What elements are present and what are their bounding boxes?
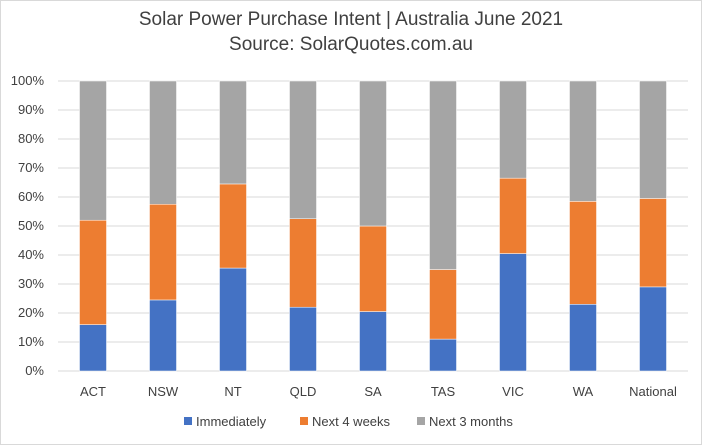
chart-title: Solar Power Purchase Intent | Australia … <box>138 9 564 30</box>
legend-swatch <box>417 417 425 425</box>
x-tick-label: SA <box>364 384 382 399</box>
legend-swatch <box>300 417 308 425</box>
bar-segment <box>79 324 107 372</box>
y-tick-label: 50% <box>18 218 44 233</box>
bar-segment <box>359 225 387 312</box>
bar-segment <box>499 80 527 179</box>
x-tick-label: WA <box>573 384 594 399</box>
bar-segment <box>79 80 107 221</box>
y-tick-label: 30% <box>18 276 44 291</box>
y-tick-label: 80% <box>18 131 44 146</box>
bar-segment <box>149 299 177 372</box>
bar-segment <box>219 267 247 372</box>
y-tick-label: 90% <box>18 102 44 117</box>
y-tick-label: 60% <box>18 189 44 204</box>
y-tick-label: 20% <box>18 305 44 320</box>
bar-segment <box>639 286 667 372</box>
bar-segment <box>499 177 527 254</box>
x-tick-label: NT <box>224 384 241 399</box>
bar-segment <box>149 204 177 301</box>
bar-segment <box>429 80 457 270</box>
bar-segment <box>289 218 317 308</box>
bar-segment <box>569 201 597 305</box>
y-axis-ticks: 0% 10% 20% 30% 40% 50% 60% 70% 80% 90% 100% <box>11 73 45 378</box>
bar-segment <box>569 304 597 372</box>
bar-segment <box>149 80 177 205</box>
y-tick-label: 70% <box>18 160 44 175</box>
bar-segment <box>639 80 667 199</box>
bar-segment <box>429 338 457 372</box>
bar-segment <box>639 198 667 288</box>
y-tick-label: 0% <box>25 363 44 378</box>
chart-subtitle: Source: SolarQuotes.com.au <box>229 34 473 55</box>
x-axis-ticks: ACT NSW NT QLD SA TAS VIC WA National <box>80 384 677 399</box>
x-tick-label: TAS <box>431 384 456 399</box>
y-tick-label: 100% <box>11 73 45 88</box>
y-tick-label: 40% <box>18 247 44 262</box>
x-tick-label: NSW <box>148 384 179 399</box>
x-tick-label: QLD <box>290 384 317 399</box>
bar-segment <box>219 80 247 185</box>
legend-label: Next 4 weeks <box>312 414 391 429</box>
legend-swatch <box>184 417 192 425</box>
bar-segment <box>289 306 317 372</box>
bar-segment <box>359 80 387 227</box>
bar-segment <box>79 219 107 325</box>
bar-segment <box>219 183 247 269</box>
y-tick-label: 10% <box>18 334 44 349</box>
legend: Immediately Next 4 weeks Next 3 months <box>184 414 513 429</box>
x-tick-label: National <box>629 384 677 399</box>
bars <box>79 80 667 372</box>
bar-segment <box>569 80 597 202</box>
bar-segment <box>429 269 457 340</box>
bar-segment <box>499 253 527 372</box>
bar-segment <box>359 311 387 372</box>
x-tick-label: VIC <box>502 384 524 399</box>
legend-label: Next 3 months <box>429 414 513 429</box>
x-tick-label: ACT <box>80 384 106 399</box>
bar-segment <box>289 80 317 219</box>
legend-label: Immediately <box>196 414 267 429</box>
